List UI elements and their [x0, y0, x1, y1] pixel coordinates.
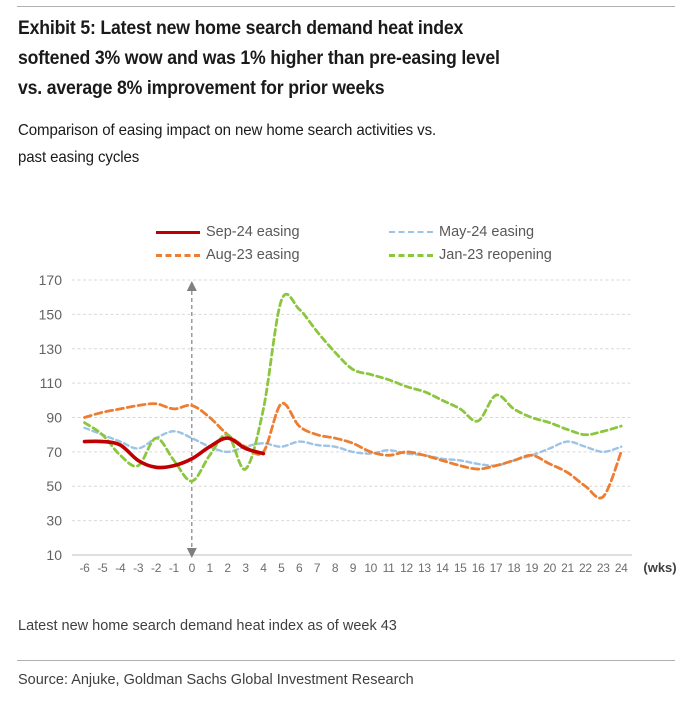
svg-text:130: 130 [39, 341, 63, 357]
svg-text:110: 110 [40, 375, 63, 391]
svg-text:-6: -6 [79, 561, 90, 575]
svg-text:7: 7 [314, 561, 321, 575]
svg-text:16: 16 [472, 561, 485, 575]
svg-text:150: 150 [39, 306, 63, 322]
svg-text:3: 3 [242, 561, 249, 575]
svg-text:9: 9 [350, 561, 357, 575]
svg-text:17: 17 [490, 561, 503, 575]
svg-text:-2: -2 [151, 561, 162, 575]
svg-text:-3: -3 [133, 561, 144, 575]
svg-text:170: 170 [39, 272, 63, 288]
svg-text:90: 90 [46, 410, 62, 426]
svg-text:2: 2 [224, 561, 231, 575]
svg-text:22: 22 [579, 561, 592, 575]
svg-text:4: 4 [260, 561, 267, 575]
svg-text:10: 10 [364, 561, 377, 575]
svg-text:-5: -5 [97, 561, 108, 575]
svg-text:70: 70 [46, 444, 62, 460]
svg-text:23: 23 [597, 561, 610, 575]
svg-text:6: 6 [296, 561, 303, 575]
svg-text:-4: -4 [115, 561, 126, 575]
svg-text:0: 0 [189, 561, 196, 575]
svg-text:-1: -1 [169, 561, 180, 575]
svg-text:(wks): (wks) [643, 560, 676, 575]
svg-text:11: 11 [383, 561, 395, 575]
svg-text:19: 19 [525, 561, 538, 575]
svg-text:12: 12 [400, 561, 413, 575]
svg-text:13: 13 [418, 561, 431, 575]
svg-text:1: 1 [207, 561, 214, 575]
svg-text:21: 21 [561, 561, 574, 575]
svg-text:10: 10 [46, 547, 62, 563]
svg-text:50: 50 [46, 478, 62, 494]
svg-text:14: 14 [436, 561, 449, 575]
svg-text:24: 24 [615, 561, 628, 575]
svg-text:30: 30 [46, 513, 62, 529]
svg-text:5: 5 [278, 561, 285, 575]
svg-text:18: 18 [508, 561, 521, 575]
svg-text:8: 8 [332, 561, 339, 575]
svg-text:15: 15 [454, 561, 467, 575]
svg-text:20: 20 [543, 561, 556, 575]
